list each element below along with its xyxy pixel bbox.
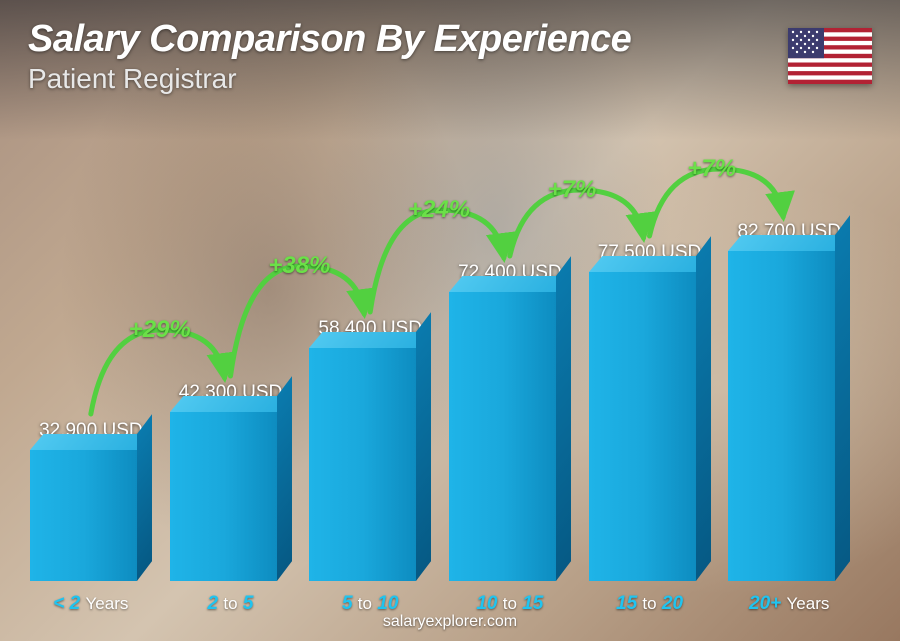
bar-front-face [309, 348, 416, 581]
chart-subtitle: Patient Registrar [28, 63, 631, 95]
bar-front-face [728, 251, 835, 581]
bar-side-face [696, 237, 711, 581]
bar-front-face [30, 450, 137, 581]
bar-x-label: 10 to 15 [476, 593, 543, 615]
bar-side-face [835, 216, 850, 581]
flag-icon [788, 28, 872, 84]
bar-x-label: 20+ Years [749, 593, 829, 615]
increase-pct-label: +29% [129, 316, 191, 344]
footer-attribution: salaryexplorer.com [0, 613, 900, 631]
bar-3d [170, 412, 292, 581]
increase-pct-label: +38% [268, 252, 330, 280]
bar-x-label: 5 to 10 [342, 593, 398, 615]
bar-front-face [170, 412, 277, 581]
bar-top-face [30, 434, 150, 450]
bar-front-face [589, 272, 696, 581]
bar-group: 58,400 USD5 to 10 [309, 318, 431, 581]
bar-3d [30, 450, 152, 581]
bar-3d [589, 272, 711, 581]
increase-pct-label: +24% [408, 196, 470, 224]
bar-top-face [170, 396, 290, 412]
bar-3d [449, 292, 571, 581]
bar-x-label: < 2 Years [53, 593, 128, 615]
bar-side-face [556, 257, 571, 581]
bar-side-face [416, 313, 431, 581]
bar-group: 42,300 USD2 to 5 [170, 382, 292, 581]
bar-x-label: 2 to 5 [208, 593, 254, 615]
bar-x-label: 15 to 20 [616, 593, 683, 615]
bar-top-face [309, 332, 429, 348]
bar-side-face [137, 415, 152, 581]
bar-3d [728, 251, 850, 581]
bar-side-face [277, 377, 292, 581]
bar-top-face [728, 235, 848, 251]
bar-3d [309, 348, 431, 581]
increase-pct-label: +7% [548, 176, 597, 204]
bar-group: 32,900 USD< 2 Years [30, 420, 152, 581]
increase-pct-label: +7% [687, 155, 736, 183]
bar-top-face [589, 256, 709, 272]
chart-title: Salary Comparison By Experience [28, 18, 631, 61]
bar-group: 72,400 USD10 to 15 [449, 262, 571, 581]
title-block: Salary Comparison By Experience Patient … [28, 18, 631, 95]
bar-group: 82,700 USD20+ Years [728, 221, 850, 581]
bar-group: 77,500 USD15 to 20 [589, 242, 711, 581]
bar-top-face [449, 276, 569, 292]
bar-front-face [449, 292, 556, 581]
